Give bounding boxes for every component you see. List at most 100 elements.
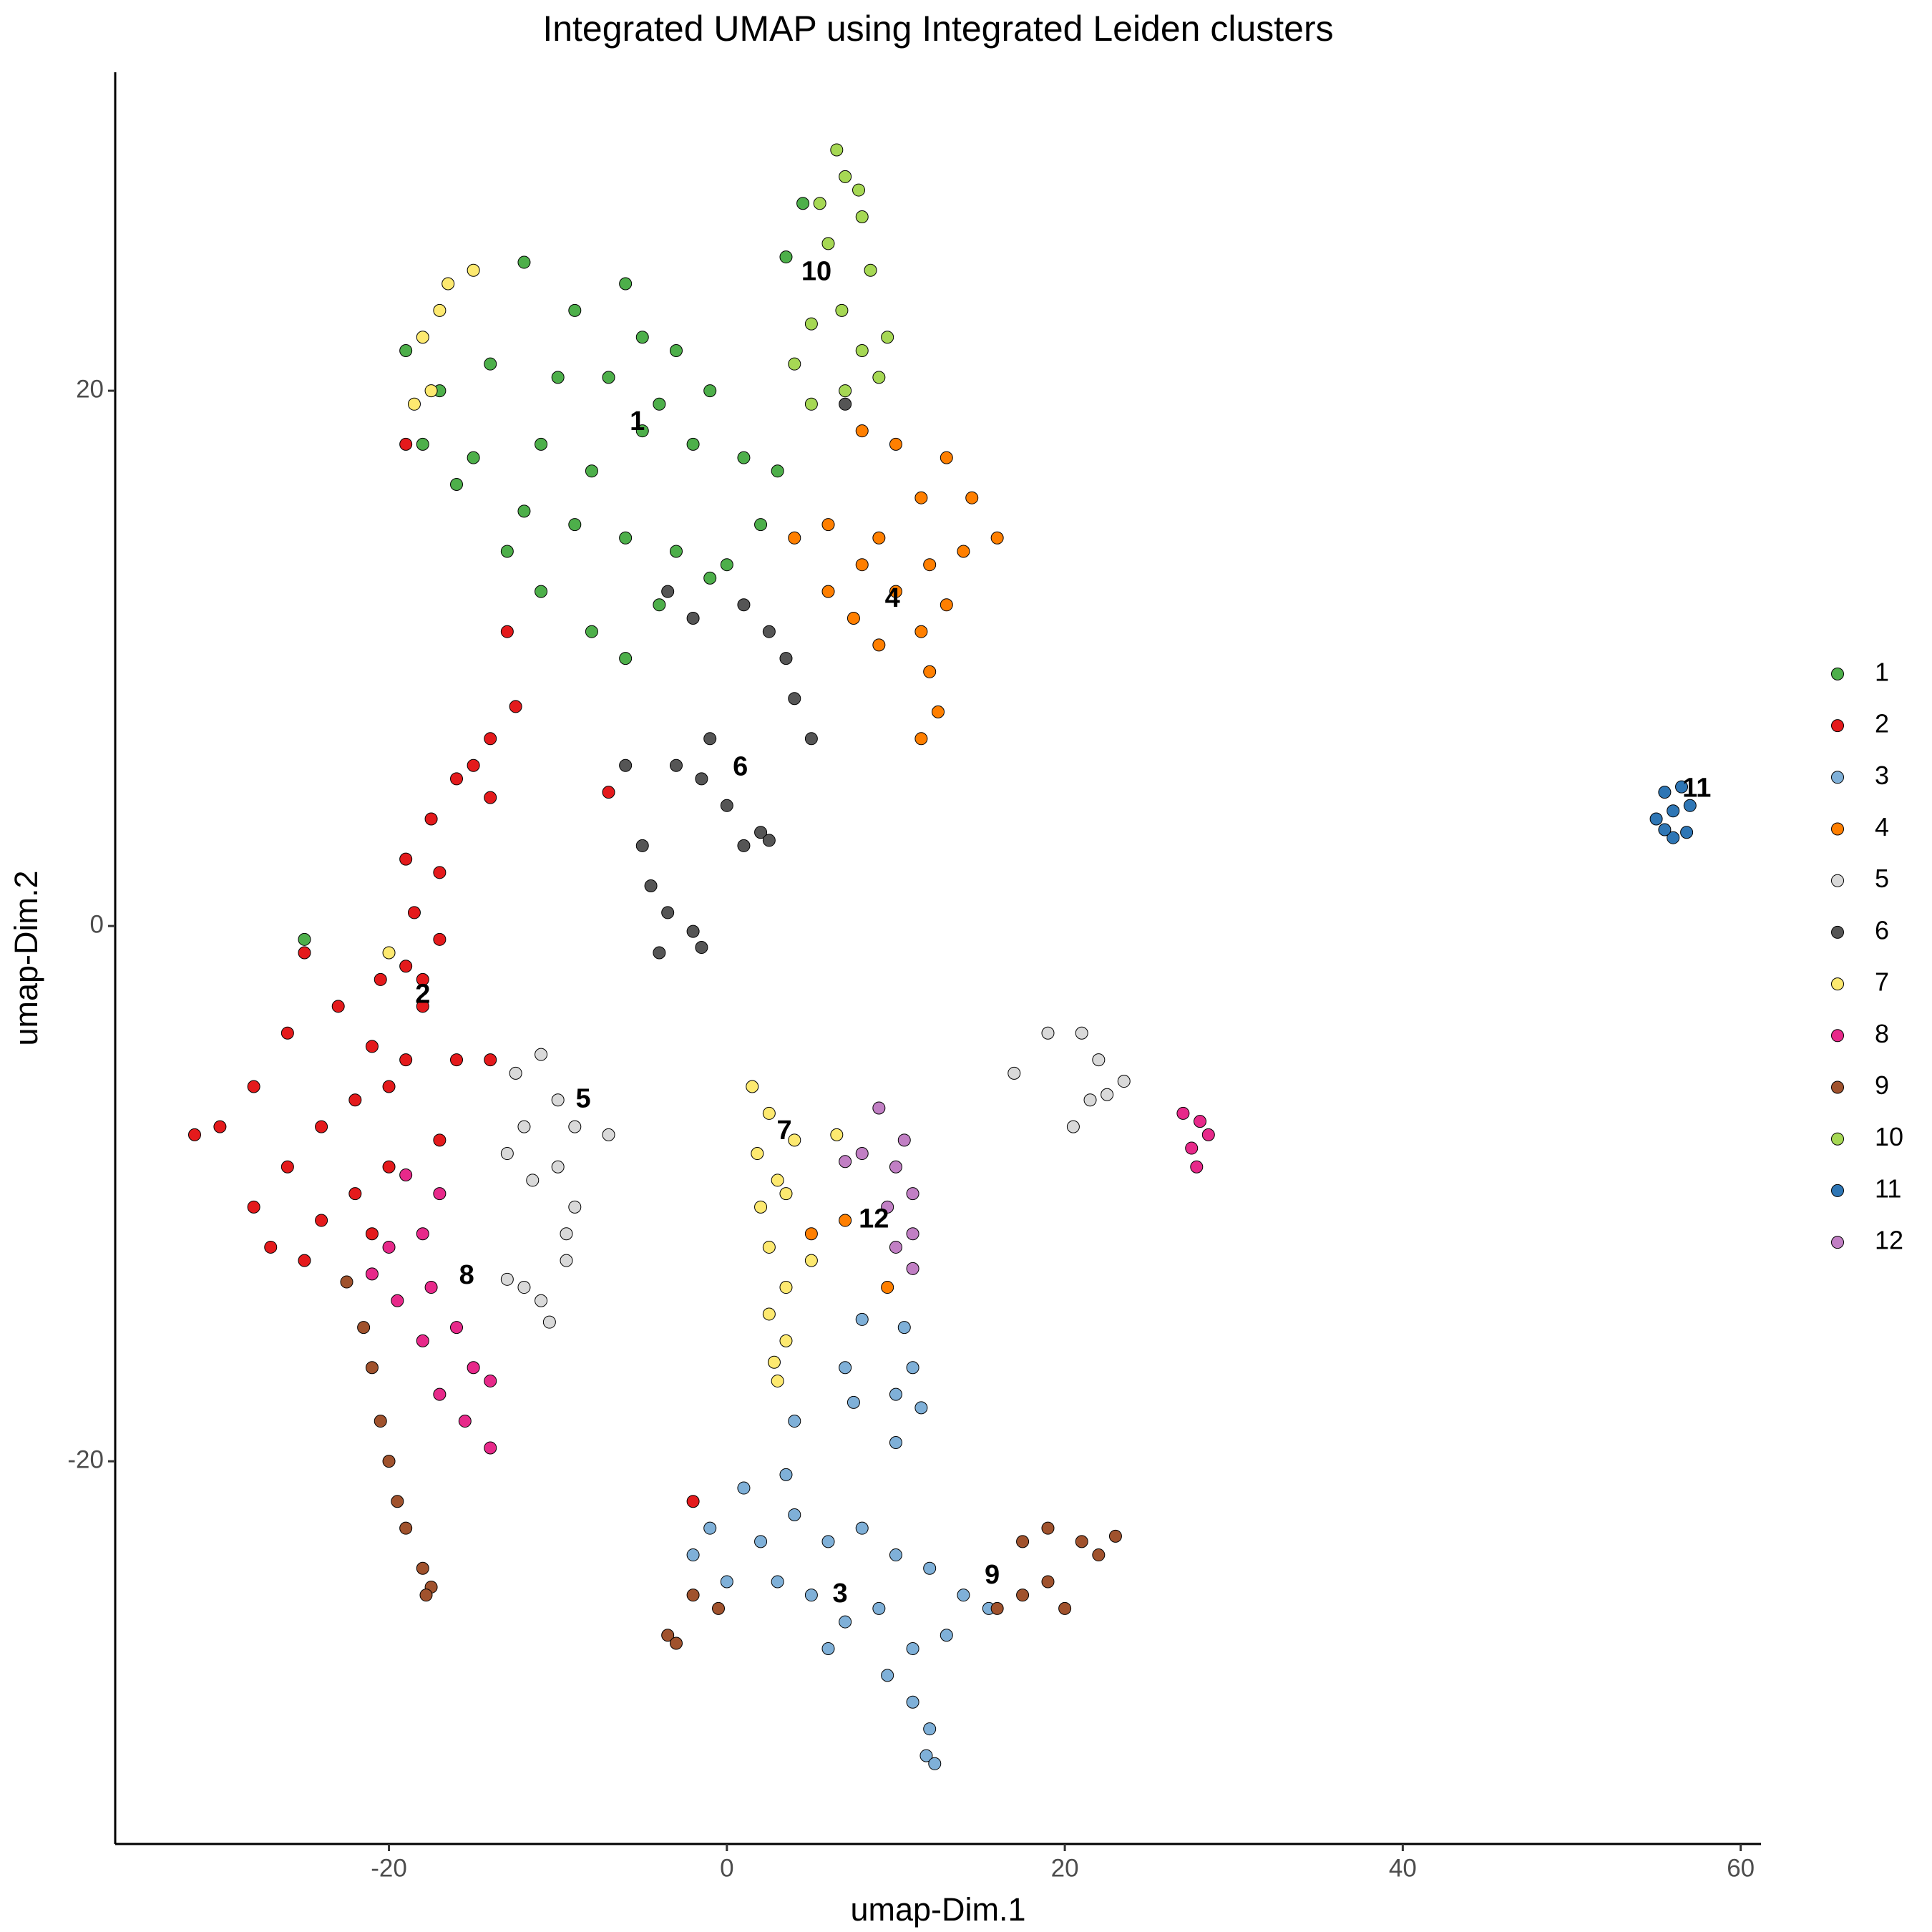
- point: [450, 1053, 464, 1067]
- point: [433, 1387, 447, 1401]
- point: [771, 464, 784, 478]
- point: [703, 1521, 717, 1535]
- point: [399, 1521, 413, 1535]
- point: [441, 277, 455, 291]
- point: [382, 1080, 396, 1093]
- y-tick-label: 20: [76, 375, 104, 403]
- point: [416, 331, 429, 344]
- point: [754, 1200, 768, 1214]
- point: [771, 1575, 784, 1589]
- point: [1176, 1106, 1190, 1120]
- point: [855, 210, 869, 223]
- point: [416, 972, 429, 986]
- point: [872, 638, 886, 652]
- point: [821, 518, 835, 532]
- point: [560, 1254, 573, 1267]
- point: [872, 1101, 886, 1115]
- point: [1041, 1026, 1055, 1040]
- point: [746, 1080, 759, 1093]
- cluster-label: 4: [885, 583, 900, 613]
- point: [484, 1441, 497, 1455]
- point: [754, 518, 768, 532]
- point: [881, 1669, 894, 1682]
- point: [737, 598, 751, 612]
- point: [450, 1321, 464, 1335]
- point: [821, 1641, 835, 1655]
- point: [298, 946, 311, 960]
- point: [703, 732, 717, 746]
- point: [720, 799, 733, 812]
- point: [703, 571, 717, 585]
- point: [1075, 1026, 1088, 1040]
- point: [872, 531, 886, 545]
- point: [897, 1133, 911, 1147]
- point: [788, 1415, 801, 1428]
- point: [619, 652, 633, 665]
- point: [686, 924, 700, 938]
- point: [855, 558, 869, 572]
- x-axis-label: umap-Dim.1: [850, 1891, 1025, 1928]
- point: [424, 1281, 438, 1294]
- legend-marker: [1831, 1132, 1844, 1146]
- point: [897, 1321, 911, 1335]
- cluster-label: 6: [733, 751, 748, 781]
- point: [839, 1615, 852, 1629]
- point: [467, 263, 480, 277]
- point: [1075, 1535, 1088, 1548]
- point: [906, 1695, 919, 1709]
- point: [661, 585, 675, 598]
- point: [315, 1214, 328, 1227]
- cluster-label: 5: [576, 1083, 591, 1113]
- cluster-label: 9: [985, 1560, 1000, 1590]
- point: [1083, 1093, 1097, 1107]
- point: [762, 834, 776, 847]
- point: [585, 464, 598, 478]
- point: [535, 585, 548, 598]
- point: [517, 255, 531, 269]
- legend-label: 1: [1875, 657, 1889, 686]
- point: [839, 1155, 852, 1169]
- point: [433, 932, 447, 946]
- point: [382, 1455, 396, 1468]
- point: [517, 1120, 531, 1133]
- point: [852, 183, 866, 197]
- point: [754, 826, 768, 839]
- point: [602, 371, 615, 384]
- point: [906, 1227, 919, 1241]
- point: [535, 1048, 548, 1061]
- point: [1058, 1601, 1072, 1615]
- point: [686, 1548, 700, 1562]
- legend-label: 6: [1875, 915, 1889, 945]
- point: [653, 397, 666, 411]
- y-axis-label: umap-Dim.2: [8, 870, 44, 1045]
- point: [568, 1120, 582, 1133]
- point: [433, 1187, 447, 1201]
- point: [855, 1147, 869, 1161]
- point: [1680, 826, 1694, 839]
- point: [919, 1749, 933, 1762]
- point: [686, 437, 700, 451]
- point: [914, 732, 928, 746]
- point: [990, 1601, 1004, 1615]
- point: [407, 906, 421, 919]
- cluster-label: 11: [1682, 773, 1711, 803]
- point: [872, 1601, 886, 1615]
- point: [804, 1589, 818, 1602]
- point: [535, 1294, 548, 1307]
- legend-label: 2: [1875, 709, 1889, 738]
- point: [416, 1227, 429, 1241]
- point: [365, 1040, 379, 1053]
- point: [990, 531, 1004, 545]
- point: [382, 1160, 396, 1174]
- point: [399, 343, 413, 357]
- point: [458, 1415, 472, 1428]
- y-tick-label: 0: [90, 910, 104, 938]
- point: [855, 343, 869, 357]
- point: [855, 1312, 869, 1326]
- point: [1108, 1529, 1122, 1543]
- point: [399, 852, 413, 866]
- point: [779, 1334, 793, 1347]
- point: [484, 1374, 497, 1387]
- x-tick-label: 0: [720, 1854, 733, 1882]
- point: [804, 397, 818, 411]
